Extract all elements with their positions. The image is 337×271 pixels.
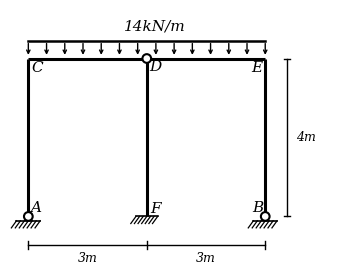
Text: F: F <box>150 202 161 215</box>
Text: 3m: 3m <box>196 252 216 265</box>
Text: A: A <box>30 201 41 215</box>
Text: 4m: 4m <box>296 131 315 144</box>
Circle shape <box>143 54 151 63</box>
Text: D: D <box>149 60 162 74</box>
Text: 3m: 3m <box>78 252 97 265</box>
Text: 14kN/m: 14kN/m <box>124 20 186 34</box>
Text: C: C <box>31 61 43 75</box>
Text: E: E <box>251 61 262 75</box>
Circle shape <box>24 212 33 221</box>
Text: B: B <box>252 201 264 215</box>
Circle shape <box>261 212 270 221</box>
